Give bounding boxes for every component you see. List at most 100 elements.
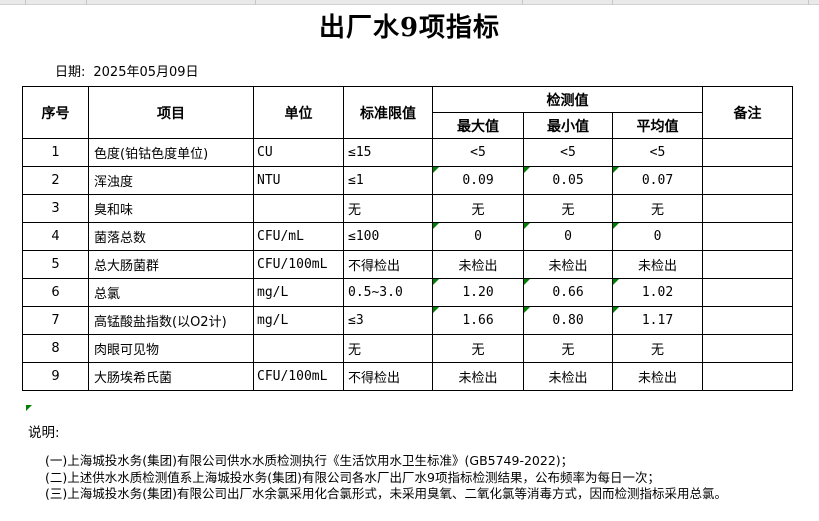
avg-value-cell: 无 [611,194,704,223]
item-cell: 总氯 [88,278,254,307]
unit-cell: CFU/mL [253,222,344,251]
unit-cell: mg/L [253,278,344,307]
row-index-cell: 4 [22,222,89,251]
max-value-cell: 无 [432,194,524,223]
date-value: 2025年05月09日 [93,65,199,80]
indicators-table: 序号 项目 单位 标准限值 检测值 备注 最大值 最小值 平均值 1 色度(铂钴… [22,86,794,391]
unit-cell: mg/L [253,306,344,335]
header-index: 序号 [22,86,89,139]
header-avg: 平均值 [611,112,704,139]
table-row: 2 浑浊度 NTU ≤1 0.09 0.05 0.07 [22,166,794,195]
limit-cell: 不得检出 [343,362,433,391]
max-value-cell: 无 [432,334,524,363]
avg-value-cell: 1.02 [611,278,704,307]
header-min: 最小值 [523,112,613,139]
min-value-cell: 0.66 [523,278,613,307]
min-value-cell: 无 [523,194,613,223]
report-date: 日期: 2025年05月09日 [55,61,199,80]
remark-cell [702,334,794,363]
min-value-cell: 0.05 [523,166,613,195]
spreadsheet-top-strip [0,0,819,5]
header-unit: 单位 [253,86,344,139]
gridline [522,0,523,5]
avg-value-cell: 无 [611,334,704,363]
limit-cell: 无 [343,334,433,363]
table-row: 8 肉眼可见物 无 无 无 无 [22,334,794,363]
item-cell: 大肠埃希氏菌 [88,362,254,391]
limit-cell: 0.5~3.0 [343,278,433,307]
max-value-cell: 未检出 [432,250,524,279]
table-row: 1 色度(铂钴色度单位) CU ≤15 <5 <5 <5 [22,138,794,167]
remark-cell [702,138,794,167]
gridline [25,0,26,5]
min-value-cell: 0.80 [523,306,613,335]
item-cell: 色度(铂钴色度单位) [88,138,254,167]
min-value-cell: 未检出 [523,250,613,279]
min-value-cell: 未检出 [523,362,613,391]
row-index-cell: 3 [22,194,89,223]
gridline [255,0,256,5]
table-row: 4 菌落总数 CFU/mL ≤100 0 0 0 [22,222,794,251]
cell-flag-icon [26,405,32,411]
note-line: (二)上述供水水质检测值系上海城投水务(集团)有限公司各水厂出厂水9项指标检测结… [45,469,660,485]
header-limit: 标准限值 [343,86,433,139]
avg-value-cell: 未检出 [611,250,704,279]
item-cell: 臭和味 [88,194,254,223]
max-value-cell: 0 [432,222,524,251]
gridline [86,0,87,5]
unit-cell: CFU/100mL [253,250,344,279]
max-value-cell: 1.20 [432,278,524,307]
limit-cell: ≤15 [343,138,433,167]
remark-cell [702,222,794,251]
avg-value-cell: 0 [611,222,704,251]
item-cell: 总大肠菌群 [88,250,254,279]
avg-value-cell: 未检出 [611,362,704,391]
min-value-cell: 无 [523,334,613,363]
limit-cell: 无 [343,194,433,223]
remark-cell [702,362,794,391]
note-line: (三)上海城投水务(集团)有限公司出厂水余氯采用化合氯形式，未采用臭氧、二氧化氯… [45,486,728,501]
row-index-cell: 1 [22,138,89,167]
header-remark: 备注 [702,86,794,139]
max-value-cell: <5 [432,138,524,167]
gridline [808,0,809,5]
limit-cell: ≤1 [343,166,433,195]
unit-cell: CU [253,138,344,167]
remark-cell [702,250,794,279]
row-index-cell: 9 [22,362,89,391]
unit-cell [253,194,344,223]
header-item: 项目 [88,86,254,139]
unit-cell [253,334,344,363]
header-row-sub: 最大值 最小值 平均值 [23,112,793,139]
header-row-top: 序号 项目 单位 标准限值 检测值 备注 [22,86,794,139]
row-index-cell: 8 [22,334,89,363]
row-index-cell: 5 [22,250,89,279]
item-cell: 浑浊度 [88,166,254,195]
remark-cell [702,278,794,307]
item-cell: 菌落总数 [88,222,254,251]
row-index-cell: 2 [22,166,89,195]
limit-cell: 不得检出 [343,250,433,279]
header-max: 最大值 [432,112,524,139]
note-line: (一)上海城投水务(集团)有限公司供水水质检测执行《生活饮用水卫生标准》(GB5… [45,453,574,468]
unit-cell: CFU/100mL [253,362,344,391]
remark-cell [702,166,794,195]
limit-cell: ≤3 [343,306,433,335]
page-title: 出厂水9项指标 [318,13,501,43]
date-label: 日期: [55,65,86,80]
row-index-cell: 6 [22,278,89,307]
max-value-cell: 未检出 [432,362,524,391]
min-value-cell: <5 [523,138,613,167]
limit-cell: ≤100 [343,222,433,251]
notes-heading: 说明: [28,425,60,441]
table-row: 7 高锰酸盐指数(以O2计) mg/L ≤3 1.66 0.80 1.17 [22,306,794,335]
row-index-cell: 7 [22,306,89,335]
table-row: 5 总大肠菌群 CFU/100mL 不得检出 未检出 未检出 未检出 [22,250,794,279]
header-detection-group: 检测值 [431,86,704,113]
avg-value-cell: 0.07 [611,166,704,195]
max-value-cell: 0.09 [432,166,524,195]
table-row: 6 总氯 mg/L 0.5~3.0 1.20 0.66 1.02 [22,278,794,307]
item-cell: 肉眼可见物 [88,334,254,363]
avg-value-cell: 1.17 [611,306,704,335]
